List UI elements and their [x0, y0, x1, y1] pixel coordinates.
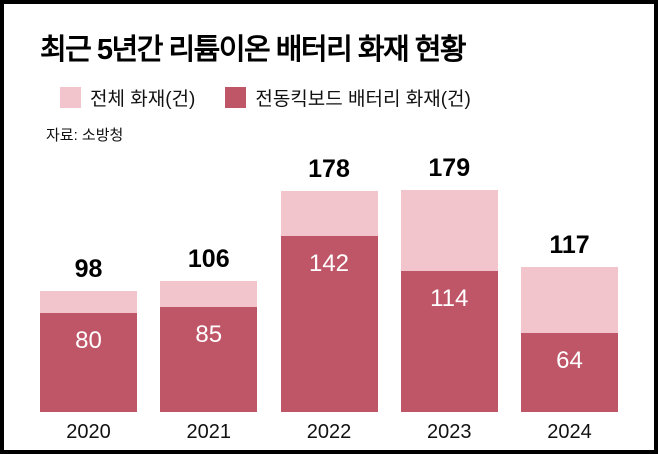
year-label: 2023	[427, 421, 472, 443]
stacked-bar: 80	[40, 291, 137, 412]
stacked-bar: 64	[521, 267, 618, 412]
stacked-bar: 114	[400, 190, 498, 412]
kickboard-value-label: 85	[195, 321, 223, 348]
kickboard-fire-segment: 64	[521, 333, 618, 412]
bar-column-2022: 178 142 2022	[280, 145, 378, 447]
year-label: 2021	[186, 421, 232, 443]
bar-column-2021: 106 85 2021	[160, 145, 258, 447]
kickboard-value-label: 114	[430, 285, 469, 312]
chart-title: 최근 5년간 리튬이온 배터리 화재 현황	[40, 34, 467, 66]
kickboard-fire-segment: 85	[160, 307, 258, 412]
stacked-bar: 85	[160, 281, 258, 412]
kickboard-value-label: 64	[556, 347, 583, 374]
stacked-bar: 142	[280, 191, 378, 412]
kickboard-value-label: 142	[308, 250, 350, 277]
legend: 전체 화재(건) 전동킥보드 배터리 화재(건)	[60, 84, 618, 111]
bar-chart: 98 80 2020 106 85 2021 178 142 2022 179 114 2023 117…	[40, 145, 618, 447]
year-label: 2024	[547, 421, 592, 443]
total-fire-segment	[521, 267, 618, 333]
total-fire-segment	[280, 191, 378, 236]
bar-column-2020: 98 80 2020	[40, 145, 137, 447]
legend-label-kickboard-fires: 전동킥보드 배터리 화재(건)	[255, 89, 471, 110]
total-fire-segment	[40, 291, 137, 313]
legend-item-kickboard-fires: 전동킥보드 배터리 화재(건)	[225, 84, 471, 111]
source-label: 자료: 소방청	[46, 127, 124, 144]
legend-item-total-fires: 전체 화재(건)	[60, 84, 195, 111]
total-value-label: 98	[74, 255, 103, 283]
kickboard-value-label: 80	[75, 327, 102, 354]
year-label: 2020	[66, 421, 111, 443]
legend-swatch-kickboard-fires	[225, 87, 247, 108]
legend-label-total-fires: 전체 화재(건)	[90, 89, 196, 110]
kickboard-fire-segment: 80	[40, 313, 137, 412]
total-fire-segment	[400, 190, 498, 271]
total-value-label: 106	[187, 245, 230, 273]
year-label: 2022	[306, 421, 352, 443]
legend-swatch-total-fires	[60, 87, 81, 108]
total-value-label: 179	[428, 154, 471, 182]
kickboard-fire-segment: 142	[280, 236, 378, 412]
total-value-label: 117	[549, 231, 590, 259]
total-fire-segment	[160, 281, 258, 307]
bar-column-2023: 179 114 2023	[400, 145, 498, 447]
total-value-label: 178	[308, 155, 350, 183]
kickboard-fire-segment: 114	[400, 271, 498, 412]
bar-column-2024: 117 64 2024	[521, 145, 618, 447]
